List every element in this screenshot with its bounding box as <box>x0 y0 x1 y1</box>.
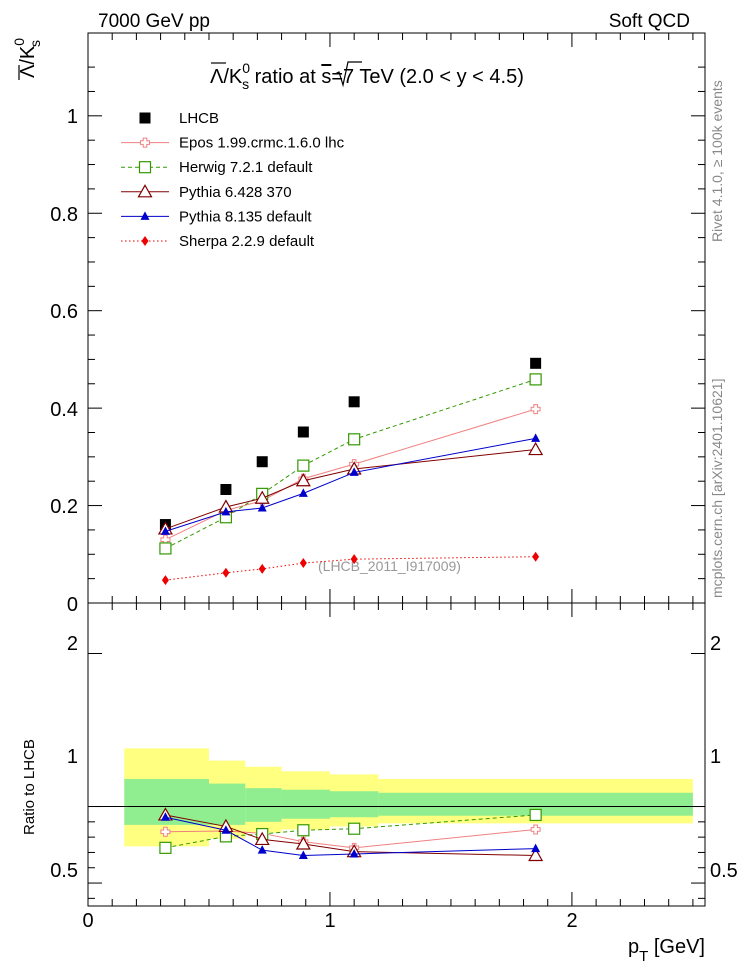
rivet-label: Rivet 4.1.0, ≥ 100k events <box>709 80 725 242</box>
ytick-label-0.4: 0.4 <box>50 399 78 421</box>
legend-label-3: Pythia 6.428 370 <box>179 184 292 201</box>
legend-label-1: Epos 1.99.crmc.1.6.0 lhc <box>179 135 345 152</box>
header-right: Soft QCD <box>609 11 690 32</box>
ratio-axis-label: Ratio to LHCB <box>21 739 38 835</box>
series-5-point <box>532 551 540 562</box>
ytick-label-0.6: 0.6 <box>50 301 78 323</box>
series-2-point <box>159 542 172 555</box>
legend-marker-3 <box>137 184 153 198</box>
series-3-point <box>295 472 311 487</box>
series-0-point <box>220 483 232 495</box>
axis-ticks <box>87 33 705 906</box>
legend-marker-1 <box>140 137 150 148</box>
analysis-watermark: (LHCB_2011_I917009) <box>318 558 461 574</box>
series-0-point <box>297 426 309 438</box>
plot-title-text: Λ/K0 s ratio at s=7 TeV (2.0 < y < 4.5) <box>210 60 524 92</box>
legend-marker-0 <box>139 112 151 124</box>
series-2-ratio-line <box>165 814 536 849</box>
ytick-label-0: 0 <box>67 594 78 616</box>
legend-marker-4 <box>140 211 150 220</box>
series-4-point <box>257 503 267 512</box>
ytick-label-0.8: 0.8 <box>50 204 78 226</box>
series-4-point <box>531 433 541 442</box>
ratio-tick-label-right-0.5: 0.5 <box>710 860 738 882</box>
series-3-point <box>528 441 544 456</box>
series-2-point <box>529 373 542 386</box>
series-2-point <box>348 433 361 446</box>
xtick-label-0: 0 <box>82 910 93 932</box>
series-4-point <box>298 488 308 497</box>
series-3-line <box>165 449 536 530</box>
series-4-ratio-point <box>531 843 541 853</box>
series-0-point <box>348 396 360 408</box>
ratio-tick-label-1: 1 <box>67 746 78 768</box>
band-inner-3 <box>281 789 330 819</box>
ytick-label-0.2: 0.2 <box>50 496 78 518</box>
main-series <box>157 357 544 586</box>
series-5-point <box>258 563 266 574</box>
uncertainty-bands <box>124 748 693 847</box>
series-2-ratio-point <box>529 808 542 822</box>
legend-label-5: Sherpa 2.2.9 default <box>179 233 315 250</box>
y-axis-title: Λ/K0s <box>11 38 43 80</box>
legend-label-4: Pythia 8.135 default <box>179 208 312 225</box>
series-4-ratio-point <box>349 848 359 858</box>
series-3-ratio-point <box>295 836 311 850</box>
series-0-point <box>256 456 268 468</box>
series-4-ratio-line <box>165 816 536 857</box>
series-4-ratio-point <box>257 845 267 854</box>
sqrt-sign-icon <box>334 61 362 88</box>
ratio-series <box>157 807 544 862</box>
band-inner-1 <box>208 783 246 825</box>
series-0-point <box>530 357 542 369</box>
series-4-ratio-point <box>298 850 308 859</box>
xtick-label-2: 2 <box>566 910 577 932</box>
mcplots-label: mcplots.cern.ch [arXiv:2401.10621] <box>709 379 725 598</box>
band-inner-2 <box>245 788 282 822</box>
series-3-ratio-line <box>165 814 536 856</box>
series-5-point <box>299 558 307 569</box>
series-3-ratio-point <box>528 847 544 862</box>
legend: LHCB Epos 1.99.crmc.1.6.0 lhc Herwig 7.2.1… <box>121 110 345 250</box>
y-title-text: Λ/K0s <box>11 38 43 78</box>
ratio-tick-label-right-1: 1 <box>710 746 721 768</box>
series-4-point <box>160 526 170 535</box>
series-4-point <box>221 506 231 516</box>
series-1-ratio-line <box>165 828 536 849</box>
series-1-point <box>530 404 541 415</box>
legend-marker-2 <box>138 161 152 174</box>
ytick-label-1: 1 <box>67 106 78 128</box>
series-5-line <box>165 556 536 581</box>
band-inner-4 <box>329 791 379 818</box>
series-1-ratio-point <box>160 826 171 837</box>
series-1-ratio-point <box>530 824 541 835</box>
series-2-line <box>165 378 536 549</box>
series-5-point <box>161 575 169 586</box>
ratio-tick-label-0.5: 0.5 <box>50 860 78 882</box>
xtick-label-1: 1 <box>324 910 335 932</box>
series-4-line <box>165 437 536 532</box>
series-2-ratio-point <box>159 841 172 854</box>
legend-marker-5 <box>141 236 149 246</box>
ratio-tick-label-2: 2 <box>67 633 78 655</box>
series-2-ratio-point <box>348 822 361 835</box>
plot-title: Λ/K0 s ratio at s=7 TeV (2.0 < y < 4.5) <box>210 60 524 92</box>
series-2-point <box>297 459 310 472</box>
band-inner-5 <box>378 792 693 816</box>
series-5-point <box>350 554 358 565</box>
ratio-frame <box>87 602 706 907</box>
series-3-ratio-point <box>254 831 270 846</box>
header-left: 7000 GeV pp <box>98 11 210 32</box>
series-4-point <box>349 467 359 476</box>
series-2-ratio-point <box>297 824 310 837</box>
series-4-ratio-point <box>160 812 170 821</box>
series-5-point <box>222 567 230 578</box>
legend-label-2: Herwig 7.2.1 default <box>179 159 313 176</box>
series-4-ratio-point <box>221 825 231 834</box>
x-axis-label: pT [GeV] <box>628 936 705 965</box>
ratio-tick-label-right-2: 2 <box>710 633 721 655</box>
legend-label-0: LHCB <box>179 110 219 127</box>
